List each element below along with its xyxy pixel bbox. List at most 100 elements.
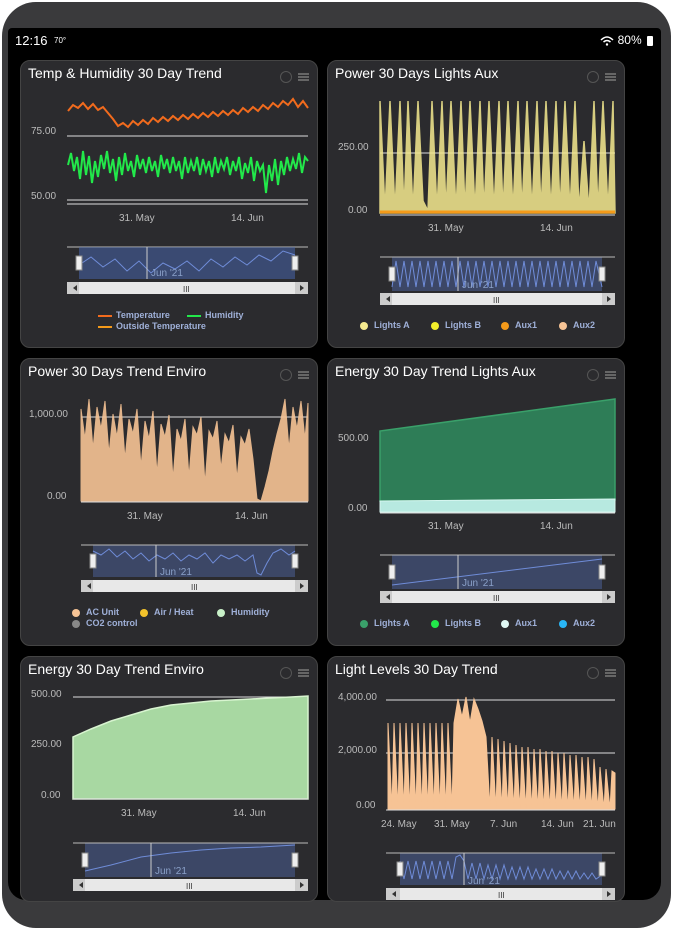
scrollbar[interactable]: III bbox=[380, 591, 615, 603]
y-tick: 0.00 bbox=[348, 205, 368, 216]
card-title: Energy 30 Day Trend Enviro bbox=[28, 661, 204, 677]
x-tick: 31. May bbox=[119, 213, 155, 224]
status-time: 12:16 bbox=[15, 33, 48, 48]
scroll-left-arrow-icon[interactable] bbox=[79, 882, 83, 888]
series-light-level bbox=[387, 696, 616, 810]
legend-item[interactable]: Aux1 bbox=[501, 320, 537, 330]
series-temperature bbox=[67, 97, 309, 129]
card-title: Light Levels 30 Day Trend bbox=[335, 661, 498, 677]
scrollbar[interactable]: III bbox=[73, 879, 308, 891]
scroll-left-arrow-icon[interactable] bbox=[73, 285, 77, 291]
scrollbar[interactable]: III bbox=[81, 580, 308, 592]
scroll-right-arrow-icon[interactable] bbox=[300, 882, 304, 888]
scroll-right-arrow-icon[interactable] bbox=[607, 594, 611, 600]
scroll-left-arrow-icon[interactable] bbox=[87, 583, 91, 589]
chart-power-enviro: 1,000.00 0.00 31. May 14. Jun Jun '21 II… bbox=[29, 398, 309, 592]
status-bar: 12:16 70° 80% bbox=[10, 30, 663, 52]
menu-icon[interactable] bbox=[298, 72, 309, 81]
refresh-icon[interactable] bbox=[280, 666, 292, 679]
scroll-left-arrow-icon[interactable] bbox=[392, 891, 396, 897]
menu-icon[interactable] bbox=[605, 668, 616, 677]
chart-energy-enviro: 500.00 250.00 0.00 31. May 14. Jun Jun '… bbox=[31, 689, 309, 891]
menu-icon[interactable] bbox=[298, 668, 309, 677]
y-tick: 2,000.00 bbox=[338, 745, 377, 756]
navigator-handle-right[interactable] bbox=[291, 852, 299, 868]
series-enviro-energy bbox=[72, 695, 309, 800]
scroll-right-arrow-icon[interactable] bbox=[300, 583, 304, 589]
navigator[interactable]: Jun '21 bbox=[380, 256, 615, 291]
y-tick: 250.00 bbox=[31, 739, 62, 750]
y-tick: 0.00 bbox=[348, 503, 368, 514]
navigator-handle-left[interactable] bbox=[81, 852, 89, 868]
scrollbar[interactable]: III bbox=[386, 888, 615, 900]
legend-item[interactable]: Lights B bbox=[431, 320, 481, 330]
scroll-right-arrow-icon[interactable] bbox=[607, 891, 611, 897]
navigator-handle-left[interactable] bbox=[396, 861, 404, 877]
x-tick: 7. Jun bbox=[490, 819, 517, 830]
chart-energy-lights-aux: 500.00 0.00 31. May 14. Jun Jun '21 III bbox=[338, 398, 616, 603]
navigator[interactable]: Jun '21 bbox=[67, 246, 308, 279]
x-tick: 14. Jun bbox=[540, 521, 573, 532]
legend-item[interactable]: Aux2 bbox=[559, 320, 595, 330]
refresh-icon[interactable] bbox=[587, 70, 599, 83]
legend-item[interactable]: Humidity bbox=[187, 310, 244, 320]
card-power-lights-aux: Power 30 Days Lights Aux 250.00 0.00 31.… bbox=[327, 60, 625, 348]
scroll-left-arrow-icon[interactable] bbox=[386, 296, 390, 302]
legend-item[interactable]: AC Unit bbox=[72, 607, 119, 617]
navigator-handle-left[interactable] bbox=[388, 266, 396, 282]
scrollbar[interactable]: III bbox=[67, 282, 308, 294]
y-tick: 0.00 bbox=[47, 491, 67, 502]
navigator-handle-right[interactable] bbox=[291, 553, 299, 569]
navigator-handle-right[interactable] bbox=[291, 255, 299, 271]
x-tick: 21. Jun bbox=[583, 819, 616, 830]
legend-item[interactable]: CO2 control bbox=[72, 618, 138, 628]
refresh-icon[interactable] bbox=[587, 666, 599, 679]
card-title: Energy 30 Day Trend Lights Aux bbox=[335, 363, 536, 379]
x-tick: 14. Jun bbox=[235, 511, 268, 522]
navigator-handle-right[interactable] bbox=[598, 564, 606, 580]
legend-item[interactable]: Aux1 bbox=[501, 618, 537, 628]
x-tick: 14. Jun bbox=[231, 213, 264, 224]
chart-light-levels: 4,000.00 2,000.00 0.00 24. May 31. May 7… bbox=[338, 692, 616, 900]
y-tick: 1,000.00 bbox=[29, 409, 68, 420]
legend-item[interactable]: Lights A bbox=[360, 618, 410, 628]
scroll-left-arrow-icon[interactable] bbox=[386, 594, 390, 600]
legend-item[interactable]: Temperature bbox=[98, 310, 170, 320]
navigator-label: Jun '21 bbox=[151, 268, 183, 279]
navigator-handle-right[interactable] bbox=[598, 266, 606, 282]
navigator[interactable]: Jun '21 bbox=[81, 544, 308, 578]
legend-item[interactable]: Outside Temperature bbox=[98, 321, 206, 331]
series-humidity bbox=[67, 150, 309, 194]
menu-icon[interactable] bbox=[298, 370, 309, 379]
series-lights-a bbox=[379, 100, 616, 214]
refresh-icon[interactable] bbox=[587, 368, 599, 381]
refresh-icon[interactable] bbox=[280, 70, 292, 83]
scroll-right-arrow-icon[interactable] bbox=[607, 296, 611, 302]
x-tick: 31. May bbox=[121, 808, 157, 819]
card-title: Temp & Humidity 30 Day Trend bbox=[28, 65, 222, 81]
navigator-handle-right[interactable] bbox=[598, 861, 606, 877]
navigator-handle-left[interactable] bbox=[75, 255, 83, 271]
navigator[interactable]: Jun '21 bbox=[386, 852, 615, 887]
card-energy-lights-aux: Energy 30 Day Trend Lights Aux 500.00 0.… bbox=[327, 358, 625, 646]
legend-item[interactable]: Humidity bbox=[217, 607, 270, 617]
battery-percent: 80% bbox=[617, 33, 642, 47]
navigator[interactable]: Jun '21 bbox=[73, 842, 308, 877]
y-tick: 75.00 bbox=[31, 126, 56, 137]
refresh-icon[interactable] bbox=[280, 368, 292, 381]
legend-item[interactable]: Aux2 bbox=[559, 618, 595, 628]
menu-icon[interactable] bbox=[605, 72, 616, 81]
navigator-label: Jun '21 bbox=[468, 876, 500, 887]
menu-icon[interactable] bbox=[605, 370, 616, 379]
legend-item[interactable]: Air / Heat bbox=[140, 607, 194, 617]
legend-item[interactable]: Lights B bbox=[431, 618, 481, 628]
series-lights-a bbox=[379, 398, 616, 502]
navigator[interactable]: Jun '21 bbox=[380, 554, 615, 589]
scrollbar[interactable]: III bbox=[380, 293, 615, 305]
x-tick: 14. Jun bbox=[540, 223, 573, 234]
navigator-handle-left[interactable] bbox=[388, 564, 396, 580]
navigator-handle-left[interactable] bbox=[89, 553, 97, 569]
card-energy-enviro: Energy 30 Day Trend Enviro 500.00 250.00… bbox=[20, 656, 318, 902]
legend-item[interactable]: Lights A bbox=[360, 320, 410, 330]
scroll-right-arrow-icon[interactable] bbox=[300, 285, 304, 291]
